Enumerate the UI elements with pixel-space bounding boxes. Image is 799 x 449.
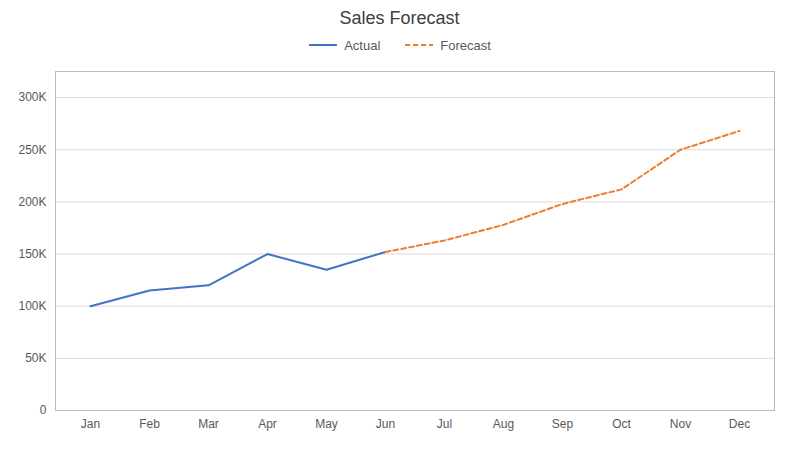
svg-text:Aug: Aug (493, 417, 514, 431)
svg-text:Jan: Jan (81, 417, 100, 431)
svg-text:Jul: Jul (437, 417, 452, 431)
svg-text:Oct: Oct (612, 417, 631, 431)
svg-text:Nov: Nov (670, 417, 691, 431)
svg-text:50K: 50K (25, 351, 46, 365)
svg-text:Mar: Mar (198, 417, 219, 431)
svg-text:Apr: Apr (258, 417, 277, 431)
svg-text:May: May (315, 417, 338, 431)
svg-text:150K: 150K (18, 247, 46, 261)
svg-text:250K: 250K (18, 143, 46, 157)
svg-text:Sep: Sep (552, 417, 574, 431)
svg-text:0: 0 (40, 403, 47, 417)
svg-text:300K: 300K (18, 90, 46, 104)
svg-text:200K: 200K (18, 195, 46, 209)
svg-text:100K: 100K (18, 299, 46, 313)
svg-text:Dec: Dec (729, 417, 750, 431)
svg-text:Jun: Jun (376, 417, 395, 431)
html-text:Forecast: Forecast (440, 37, 491, 53)
html-text:Sales Forecast: Sales Forecast (339, 8, 460, 28)
svg-text:Feb: Feb (139, 417, 160, 431)
html-text:Actual: Actual (344, 37, 381, 53)
